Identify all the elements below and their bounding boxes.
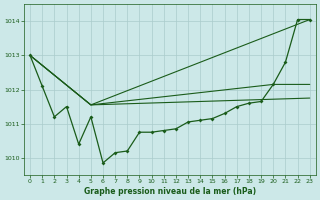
X-axis label: Graphe pression niveau de la mer (hPa): Graphe pression niveau de la mer (hPa) bbox=[84, 187, 256, 196]
